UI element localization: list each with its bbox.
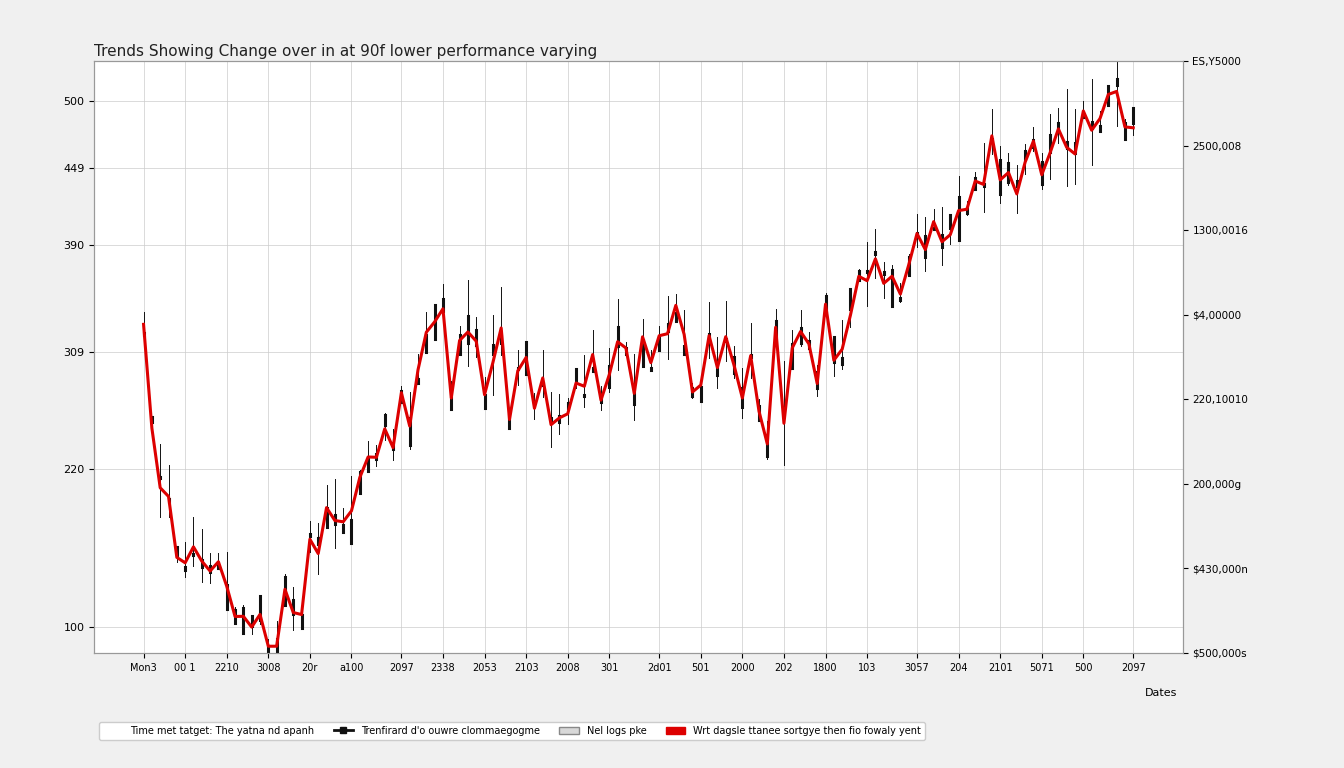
Text: Trends Showing Change over in at 90f lower performance varying: Trends Showing Change over in at 90f low…: [94, 44, 597, 59]
X-axis label: Dates: Dates: [1145, 688, 1177, 698]
Legend: Time met tatget: The yatna nd apanh, Trenfirard d'o ouwre clommaegogme, Nel logs: Time met tatget: The yatna nd apanh, Tre…: [99, 722, 925, 740]
